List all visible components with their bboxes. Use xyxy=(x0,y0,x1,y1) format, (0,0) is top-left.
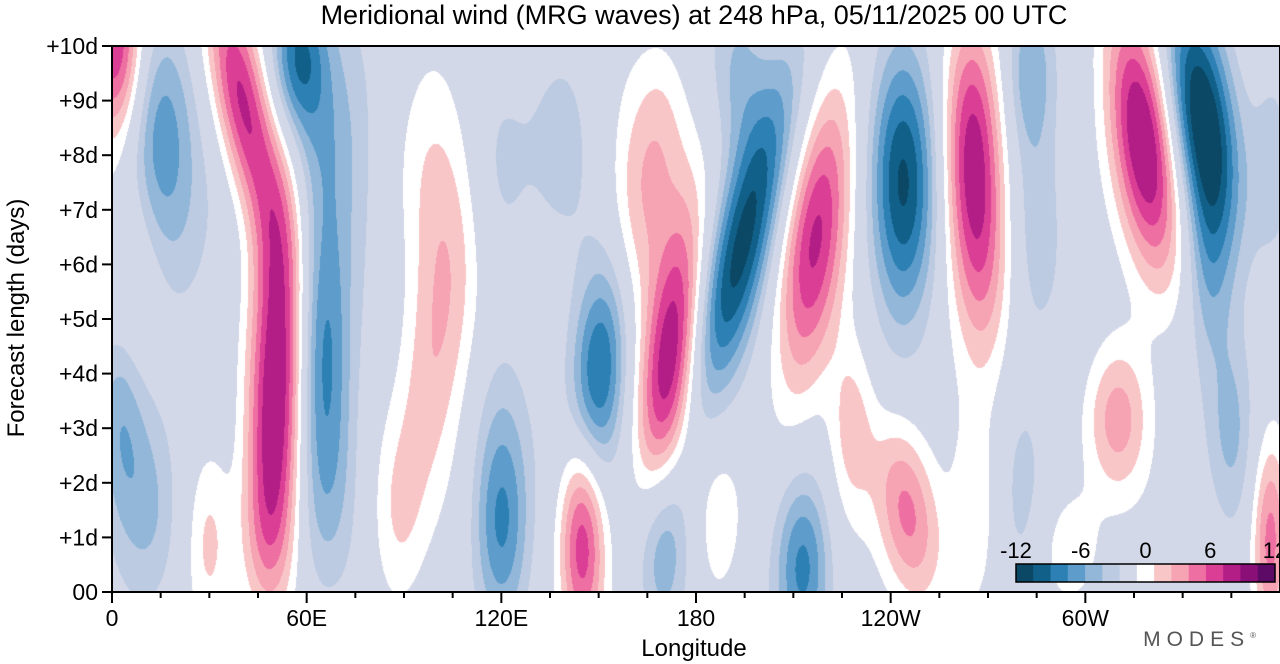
y-axis: 00 +1d +2d +3d +4d +5d +6d +7d +8d +9d +10d xyxy=(46,33,112,605)
chart-title: Meridional wind (MRG waves) at 248 hPa, … xyxy=(321,0,1068,30)
y-tick-label: +2d xyxy=(59,470,98,496)
colorbar-label: -6 xyxy=(1071,538,1091,563)
colorbar-swatch xyxy=(1154,564,1172,582)
x-axis-label: Longitude xyxy=(641,635,746,662)
modes-logo: MODES® xyxy=(1143,628,1256,651)
x-tick-label: 60W xyxy=(1062,605,1110,631)
colorbar-swatch xyxy=(1016,564,1034,582)
y-axis-label: Forecast length (days) xyxy=(3,199,30,438)
colorbar-swatch xyxy=(1085,564,1103,582)
colorbar-frame xyxy=(1015,563,1276,583)
x-tick-label: 0 xyxy=(106,605,119,631)
colorbar-swatch xyxy=(1188,564,1207,582)
colorbar-label: 0 xyxy=(1139,538,1151,563)
y-tick-label: +3d xyxy=(59,415,98,441)
y-tick-label: +4d xyxy=(59,361,98,387)
x-axis: 0 60E 120E 180 120W 60W xyxy=(106,592,1233,631)
y-tick-label: +10d xyxy=(46,33,98,59)
colorbar-label: 6 xyxy=(1204,538,1216,563)
x-tick-label: 120E xyxy=(474,605,528,631)
x-tick-label: 60E xyxy=(286,605,327,631)
colorbar-swatch xyxy=(1119,564,1138,582)
y-tick-label: +6d xyxy=(59,251,98,277)
colorbar-legend: -12 -6 0 6 12 xyxy=(1000,538,1280,583)
colorbar-swatch xyxy=(1223,564,1241,582)
colorbar-swatch xyxy=(1171,564,1190,582)
y-tick-label: +5d xyxy=(59,306,98,332)
colorbar-swatch xyxy=(1050,564,1069,582)
y-tick-label: +1d xyxy=(59,524,98,550)
x-tick-label: 180 xyxy=(677,605,715,631)
colorbar-swatch xyxy=(1257,564,1276,582)
colorbar-swatch xyxy=(1033,564,1052,582)
colorbar-swatch xyxy=(1136,564,1155,582)
colorbar-swatch xyxy=(1240,564,1259,582)
y-tick-label: +7d xyxy=(59,197,98,223)
colorbar-swatch xyxy=(1102,564,1121,582)
colorbar-label: 12 xyxy=(1263,538,1280,563)
colorbar-swatch xyxy=(1067,564,1086,582)
y-tick-label: +8d xyxy=(59,142,98,168)
y-tick-label: +9d xyxy=(59,88,98,114)
colorbar-swatch xyxy=(1205,564,1224,582)
x-tick-label: 120W xyxy=(861,605,921,631)
plot-area xyxy=(111,45,1280,593)
colorbar-label: -12 xyxy=(1000,538,1032,563)
y-tick-label: 00 xyxy=(72,579,98,605)
wind-field-heatmap xyxy=(112,46,1280,592)
